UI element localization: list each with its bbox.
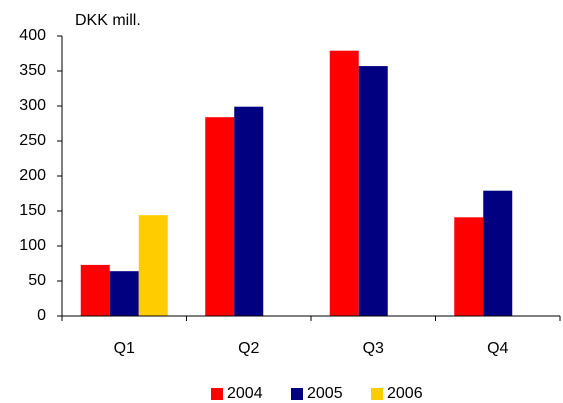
legend-swatch xyxy=(371,388,383,400)
bar xyxy=(234,106,264,316)
y-tick-label: 100 xyxy=(19,237,46,254)
bar xyxy=(329,50,359,316)
bar xyxy=(109,271,139,316)
y-tick-label: 350 xyxy=(19,62,46,79)
y-tick-label: 50 xyxy=(28,272,46,289)
bar xyxy=(483,190,513,316)
legend-label: 2005 xyxy=(307,385,343,402)
x-tick-label: Q4 xyxy=(487,340,508,357)
bar xyxy=(454,217,484,316)
y-tick-label: 400 xyxy=(19,27,46,44)
x-tick-label: Q1 xyxy=(114,340,135,357)
y-tick-label: 200 xyxy=(19,167,46,184)
legend-swatch xyxy=(211,388,223,400)
y-tick-label: 150 xyxy=(19,202,46,219)
y-axis-label: DKK mill. xyxy=(75,12,141,29)
bar xyxy=(205,117,235,316)
legend-label: 2006 xyxy=(387,385,423,402)
y-tick-label: 300 xyxy=(19,97,46,114)
x-tick-label: Q3 xyxy=(363,340,384,357)
legend-label: 2004 xyxy=(227,385,263,402)
bar xyxy=(358,66,388,316)
legend-swatch xyxy=(291,388,303,400)
y-tick-label: 0 xyxy=(37,307,46,324)
y-tick-label: 250 xyxy=(19,132,46,149)
bar xyxy=(80,264,110,316)
x-tick-label: Q2 xyxy=(238,340,259,357)
bar xyxy=(138,215,168,316)
